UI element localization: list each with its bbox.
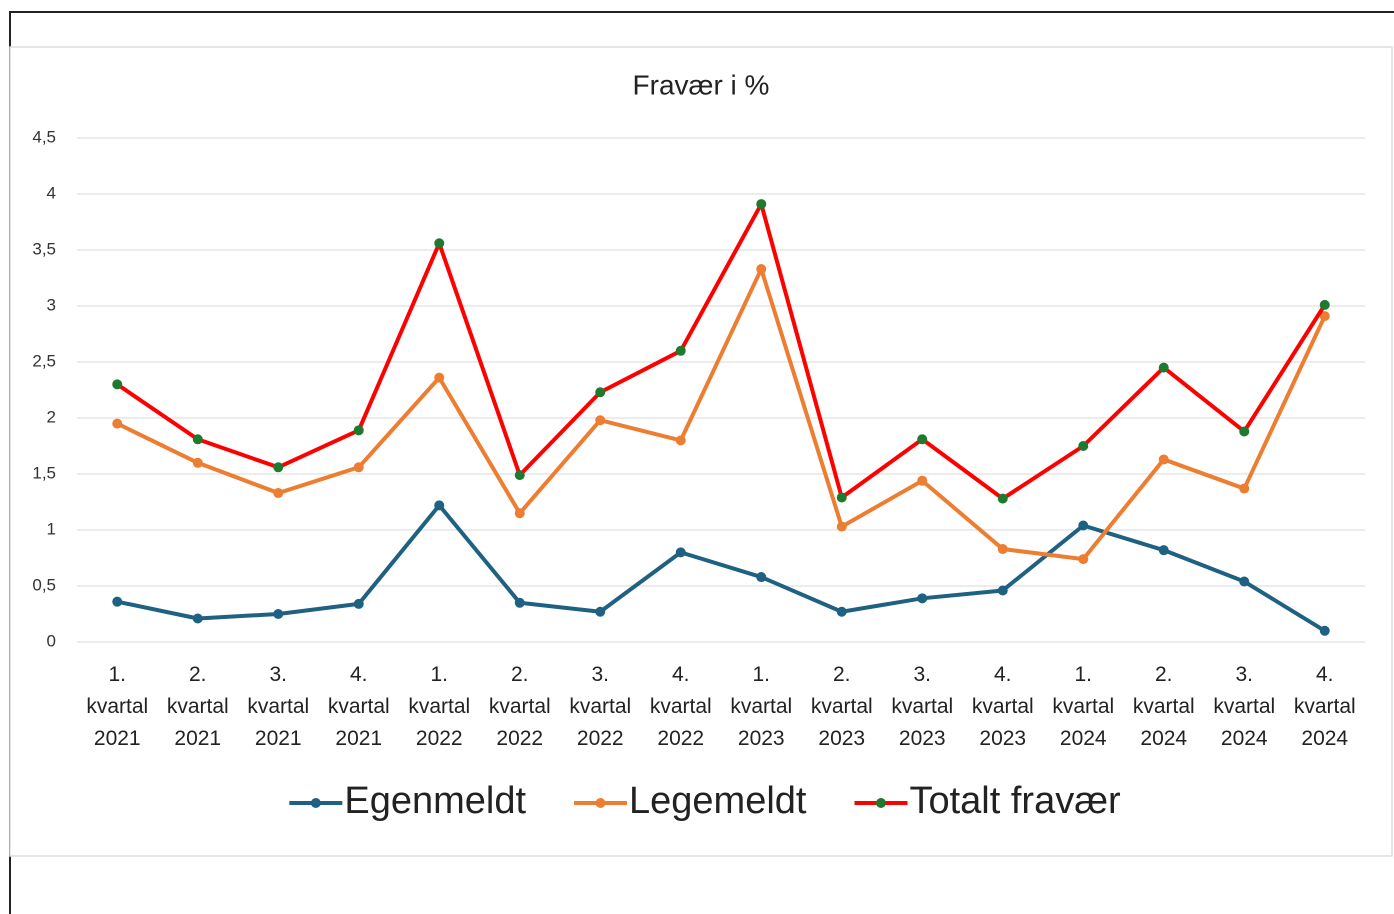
y-tick-label: 1,5 — [32, 463, 56, 482]
point — [1158, 454, 1169, 465]
point — [353, 462, 364, 473]
point — [1239, 483, 1250, 494]
point — [192, 434, 203, 445]
point — [192, 457, 203, 468]
x-tick-label: 3. kvartal 2022 — [569, 663, 631, 750]
series-line — [116, 267, 1327, 562]
point — [836, 521, 847, 532]
point — [434, 372, 445, 383]
point — [1078, 554, 1089, 565]
x-tick-label: 4. kvartal 2024 — [1294, 663, 1356, 750]
x-tick-label: 2. kvartal 2021 — [167, 663, 229, 750]
point — [997, 544, 1008, 555]
point — [1319, 299, 1330, 310]
x-tick-label: 2. kvartal 2023 — [811, 663, 873, 750]
point — [917, 475, 928, 486]
point — [112, 596, 123, 607]
point — [192, 613, 203, 624]
point — [1158, 545, 1169, 556]
x-tick-label: 2. kvartal 2024 — [1133, 663, 1195, 750]
point — [514, 508, 525, 519]
series-line — [116, 503, 1326, 633]
point — [675, 435, 686, 446]
series-line — [116, 202, 1327, 501]
x-tick-label: 3. kvartal 2021 — [247, 663, 309, 750]
point — [997, 493, 1008, 504]
x-tick-label: 3. kvartal 2023 — [891, 663, 953, 750]
point — [353, 425, 364, 436]
point — [595, 415, 606, 426]
legend-label: Totalt fravær — [909, 780, 1121, 822]
point — [1078, 520, 1089, 531]
legend-label: Legemeldt — [629, 780, 807, 822]
point — [1239, 576, 1250, 587]
point — [1319, 625, 1330, 636]
x-tick-label: 4. kvartal 2021 — [328, 663, 390, 750]
x-tick-label: 2. kvartal 2022 — [489, 663, 551, 750]
point — [836, 606, 847, 617]
x-tick-label: 3. kvartal 2024 — [1213, 663, 1275, 750]
x-tick-label: 4. kvartal 2023 — [972, 663, 1034, 750]
point — [273, 462, 284, 473]
point — [756, 199, 767, 210]
chart-area — [9, 46, 1393, 857]
y-tick-label: 1 — [47, 519, 56, 538]
point — [1319, 311, 1330, 322]
point — [112, 379, 123, 390]
y-tick-label: 3 — [47, 295, 56, 314]
y-tick-label: 0 — [47, 631, 56, 650]
point — [273, 488, 284, 499]
point — [112, 418, 123, 429]
legend-marker — [310, 798, 321, 808]
point — [1239, 426, 1250, 437]
legend-item: Egenmeldt — [289, 780, 526, 822]
point — [756, 264, 767, 275]
point — [1078, 441, 1089, 451]
point — [756, 572, 767, 583]
x-tick-label: 1. kvartal 2021 — [86, 663, 148, 750]
point — [836, 492, 847, 503]
legend-marker — [875, 798, 886, 808]
legend-marker — [595, 798, 606, 808]
y-tick-label: 2,5 — [32, 351, 56, 370]
point — [917, 434, 928, 445]
point — [917, 593, 928, 604]
y-tick-label: 4,5 — [32, 127, 56, 146]
legend-item: Totalt fravær — [854, 780, 1121, 822]
point — [675, 345, 686, 356]
legend-label: Egenmeldt — [344, 780, 526, 822]
point — [353, 598, 364, 609]
x-tick-label: 1. kvartal 2024 — [1052, 663, 1114, 750]
point — [1158, 362, 1169, 373]
x-tick-label: 4. kvartal 2022 — [650, 663, 712, 750]
point — [675, 547, 686, 558]
point — [514, 597, 525, 608]
point — [273, 609, 284, 619]
chart-title: Fravær i % — [633, 69, 770, 100]
point — [514, 470, 525, 481]
x-tick-label: 1. kvartal 2022 — [408, 663, 470, 750]
point — [434, 238, 445, 249]
x-tick-label: 1. kvartal 2023 — [730, 663, 792, 750]
y-tick-label: 4 — [47, 183, 56, 202]
point — [434, 500, 445, 511]
point — [595, 387, 606, 398]
y-tick-label: 2 — [47, 407, 56, 426]
point — [997, 585, 1008, 596]
y-tick-label: 3,5 — [32, 239, 56, 258]
y-tick-label: 0,5 — [32, 575, 56, 594]
legend-item: Legemeldt — [574, 780, 807, 822]
point — [595, 606, 606, 617]
